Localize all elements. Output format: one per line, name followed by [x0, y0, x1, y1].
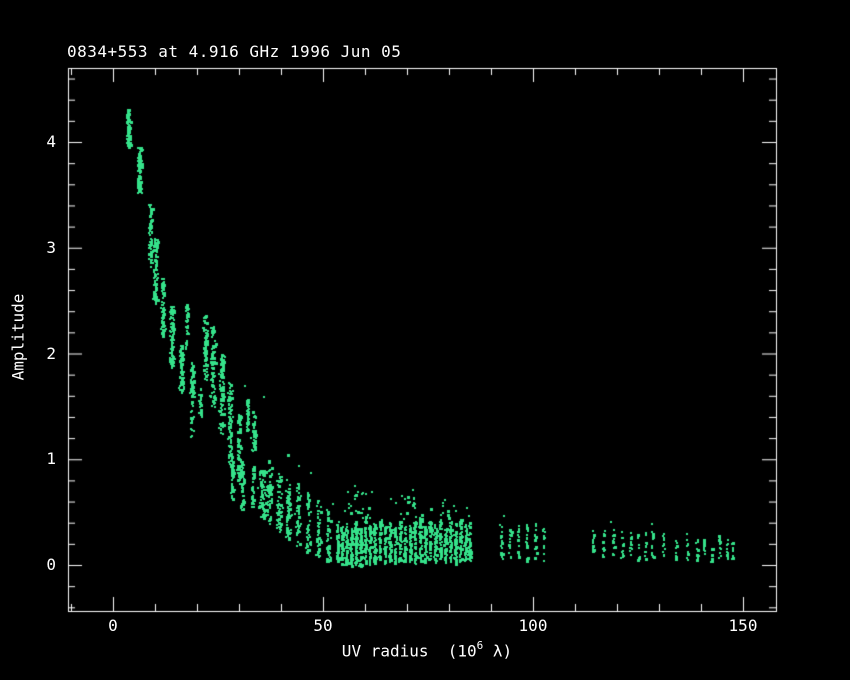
x-tick-label: 100 [518, 616, 548, 635]
y-tick-label: 2 [46, 343, 56, 363]
y-tick-label: 1 [46, 449, 56, 469]
x-axis-label-suffix: λ) [483, 641, 513, 661]
chart-title: 0834+553 at 4.916 GHz 1996 Jun 05 [67, 42, 402, 61]
y-tick-label: 0 [46, 555, 56, 574]
x-axis-label-prefix: UV radius (10 [341, 641, 477, 661]
x-tick-label: 150 [728, 616, 758, 635]
x-tick-label: 0 [108, 616, 118, 635]
x-tick-label: 50 [313, 616, 333, 635]
y-tick-label: 3 [46, 237, 56, 257]
x-axis-label-exponent: 6 [476, 639, 484, 652]
y-tick-label: 4 [46, 132, 56, 151]
x-axis-label: UV radius (106 λ) [341, 639, 513, 661]
y-axis-label: Amplitude [8, 293, 28, 381]
